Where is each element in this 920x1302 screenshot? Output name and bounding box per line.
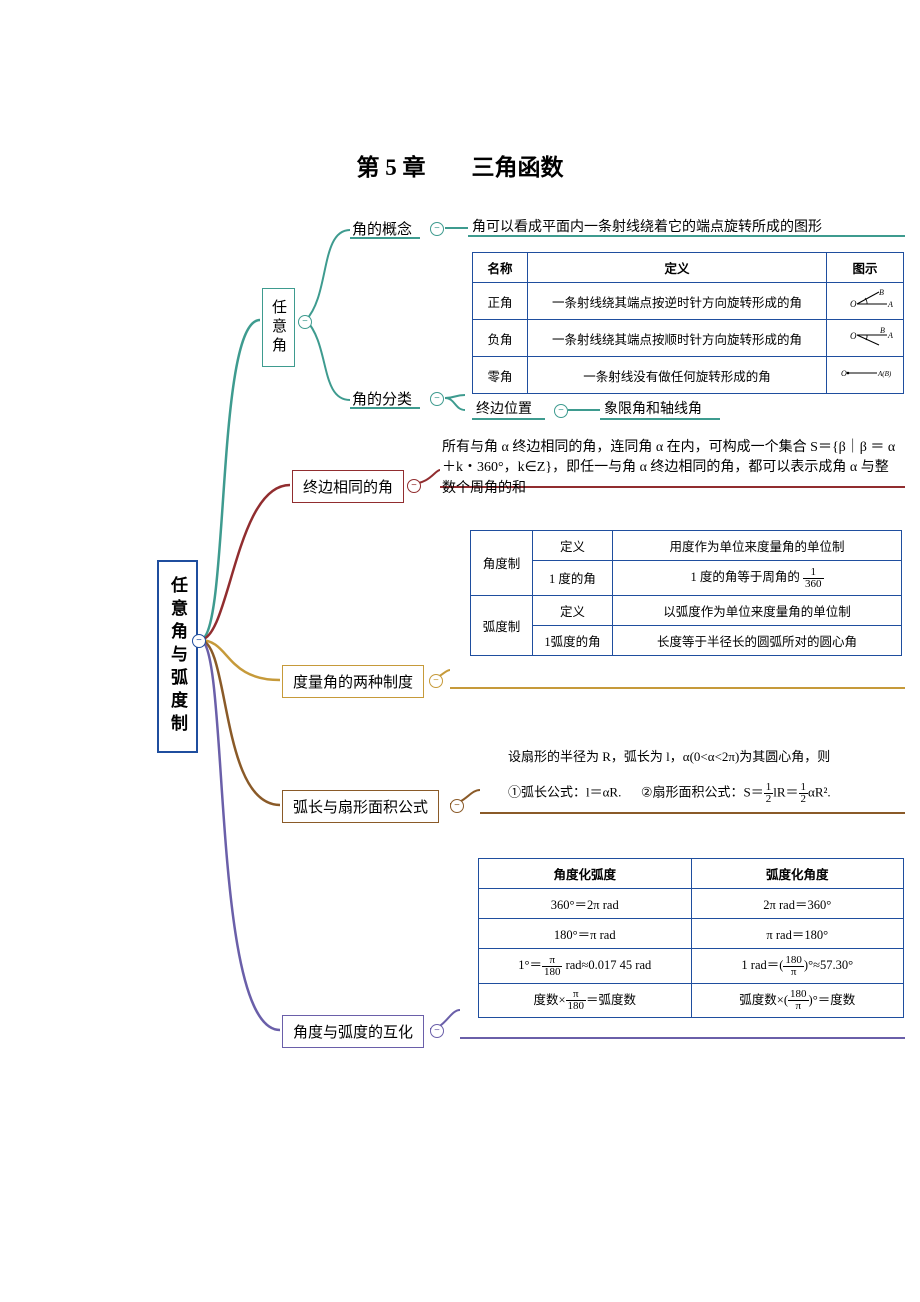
table-header: 弧度化角度 [691,859,904,889]
angle-classification-label: 角的分类 [352,388,412,411]
arc-formula-2-prefix: ②扇形面积公式：S＝ [641,784,764,799]
table-cell: 1 rad＝(180π)°≈57.30° [691,949,904,984]
arc-sector-node: 弧长与扇形面积公式 [282,790,439,823]
arbitrary-angle-node: 任意角 [262,288,295,367]
fraction-numerator: 180 [783,955,804,967]
cell-prefix: 1 rad＝ [741,958,779,972]
coterminal-node: 终边相同的角 [292,470,404,503]
svg-text:O: O [841,369,847,378]
cell-suffix: ＝弧度数 [586,993,636,1007]
root-node: 任意角与弧度制 [157,560,198,753]
collapse-icon[interactable]: − [554,404,568,418]
arc-formula-2-suffix: αR². [808,784,831,799]
table-cell: 1 度的角 [533,561,613,596]
degree-one-text: 1 度的角等于周角的 [690,570,799,584]
table-cell: 正角 [473,283,528,320]
svg-text:A: A [887,300,893,309]
fraction-denominator: 180 [542,967,563,978]
collapse-icon[interactable]: − [450,799,464,813]
fraction-denominator: π [783,967,804,978]
cell-suffix: °＝度数 [813,993,856,1007]
terminal-position-label: 终边位置 [476,400,532,420]
svg-text:O: O [850,299,857,309]
table-cell: π rad＝180° [691,919,904,949]
collapse-icon[interactable]: − [430,392,444,406]
terminal-position-text: 象限角和轴线角 [604,400,702,420]
table-cell: O A B [827,320,904,357]
svg-text:A(B): A(B) [877,370,892,378]
collapse-icon[interactable]: − [430,222,444,236]
cell-suffix: °≈57.30° [808,958,853,972]
cell-prefix: 1°＝ [518,958,542,972]
collapse-icon[interactable]: − [298,315,312,329]
table-cell: 1°＝π180 rad≈0.017 45 rad [479,949,692,984]
table-cell: 180°＝π rad [479,919,692,949]
arc-formula-2-mid: lR＝ [773,784,798,799]
fraction-numerator: π [542,955,563,967]
collapse-icon[interactable]: − [192,634,206,648]
conversion-node: 角度与弧度的互化 [282,1015,424,1048]
arc-sector-intro: 设扇形的半径为 R，弧长为 l，α(0<α<2π)为其圆心角，则 [508,748,830,767]
table-cell: 用度作为单位来度量角的单位制 [613,531,902,561]
table-cell: 度数×π180＝弧度数 [479,983,692,1018]
table-header: 名称 [473,253,528,283]
measure-systems-node: 度量角的两种制度 [282,665,424,698]
table-cell: 长度等于半径长的圆弧所对的圆心角 [613,625,902,655]
table-header: 角度化弧度 [479,859,692,889]
table-cell: O A(B) [827,357,904,394]
measure-systems-table: 角度制 定义 用度作为单位来度量角的单位制 1 度的角 1 度的角等于周角的 1… [470,530,902,656]
arc-formula-1: ①弧长公式：l＝αR. [508,784,621,799]
positive-angle-icon: O A B [835,288,895,310]
collapse-icon[interactable]: − [429,674,443,688]
collapse-icon[interactable]: − [430,1024,444,1038]
table-cell: 以弧度作为单位来度量角的单位制 [613,595,902,625]
fraction-denominator: π [788,1001,809,1012]
conversion-table: 角度化弧度 弧度化角度 360°＝2π rad 2π rad＝360° 180°… [478,858,904,1018]
angle-concept-label: 角的概念 [352,218,412,241]
svg-text:A: A [887,331,893,340]
coterminal-text: 所有与角 α 终边相同的角，连同角 α 在内，可构成一个集合 S＝{β｜β ＝ … [442,438,902,499]
table-cell: 负角 [473,320,528,357]
table-cell: 定义 [533,531,613,561]
table-cell: 弧度数×(180π)°＝度数 [691,983,904,1018]
fraction-denominator: 2 [764,794,774,805]
angle-classification-table: 名称 定义 图示 正角 一条射线绕其端点按逆时针方向旋转形成的角 O A B 负… [472,252,904,394]
fraction-denominator: 360 [803,579,824,590]
table-cell: 1 度的角等于周角的 1360 [613,561,902,596]
table-header: 图示 [827,253,904,283]
page-title: 第 5 章 三角函数 [0,148,920,182]
cell-prefix: 弧度数× [739,993,784,1007]
table-cell: 一条射线绕其端点按顺时针方向旋转形成的角 [528,320,827,357]
cell-suffix: rad≈0.017 45 rad [562,958,651,972]
table-cell: 角度制 [471,531,533,596]
table-cell: 一条射线没有做任何旋转形成的角 [528,357,827,394]
table-cell: 定义 [533,595,613,625]
fraction-denominator: 180 [566,1001,587,1012]
arc-sector-formulas: ①弧长公式：l＝αR. ②扇形面积公式：S＝12lR＝12αR². [508,782,831,805]
zero-angle-icon: O A(B) [835,362,895,384]
collapse-icon[interactable]: − [407,479,421,493]
angle-concept-text: 角可以看成平面内一条射线绕着它的端点旋转所成的图形 [472,218,822,238]
fraction-denominator: 2 [799,794,809,805]
fraction-numerator: 1 [803,567,824,579]
cell-prefix: 度数× [533,993,565,1007]
table-cell: 360°＝2π rad [479,889,692,919]
table-cell: 弧度制 [471,595,533,655]
table-header: 定义 [528,253,827,283]
svg-text:O: O [850,331,857,341]
negative-angle-icon: O A B [835,325,895,347]
svg-text:B: B [880,326,885,335]
table-cell: 一条射线绕其端点按逆时针方向旋转形成的角 [528,283,827,320]
table-cell: 2π rad＝360° [691,889,904,919]
table-cell: 零角 [473,357,528,394]
svg-text:B: B [879,288,884,297]
table-cell: O A B [827,283,904,320]
table-cell: 1弧度的角 [533,625,613,655]
